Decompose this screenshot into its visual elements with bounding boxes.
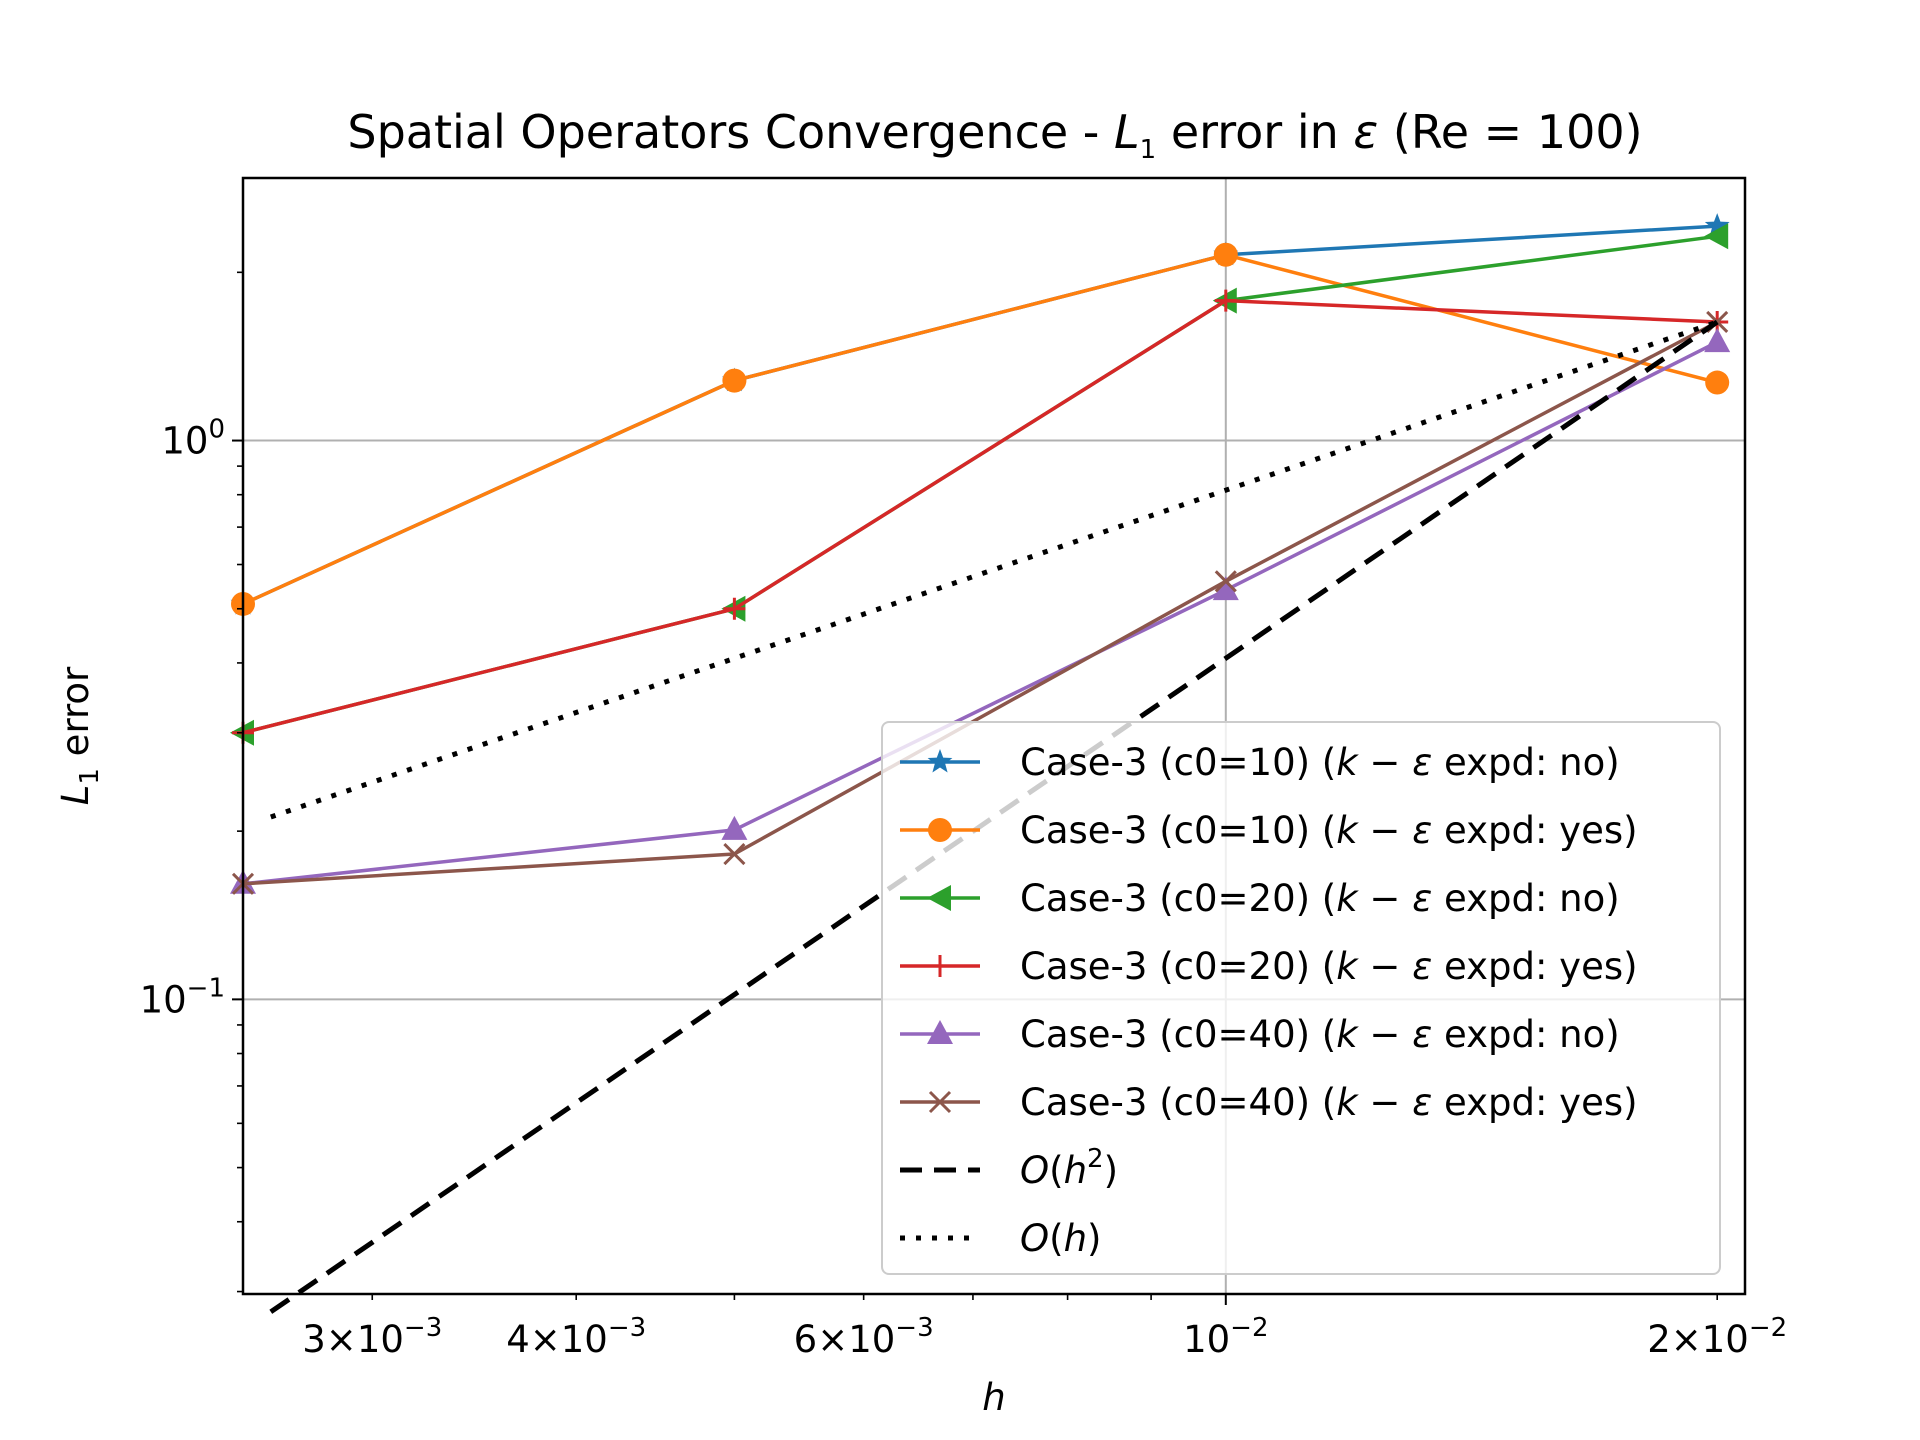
series-line [242, 298, 1718, 735]
legend-label: Case-3 (c0=10) (k − ε expd: yes) [1020, 809, 1638, 852]
legend-label: Case-3 (c0=40) (k − ε expd: yes) [1020, 1081, 1638, 1124]
y-tick-label: 100 [161, 415, 225, 463]
legend-label: Case-3 (c0=40) (k − ε expd: no) [1020, 1013, 1620, 1056]
legend-marker [928, 1090, 952, 1114]
legend-entry: Case-3 (c0=20) (k − ε expd: yes) [900, 945, 1638, 988]
data-point [723, 842, 746, 866]
legend-entry: Case-3 (c0=10) (k − ε expd: no) [900, 741, 1620, 784]
legend-marker [928, 818, 952, 842]
legend-marker [927, 885, 951, 911]
data-point [1214, 570, 1237, 593]
data-point [1704, 213, 1730, 237]
series-line [242, 253, 1718, 606]
legend-marker [927, 749, 953, 773]
legend-entry: Case-3 (c0=40) (k − ε expd: yes) [900, 1081, 1638, 1124]
x-axis-label: h [982, 1376, 1005, 1419]
legend-label: O(h2) [1020, 1144, 1118, 1192]
axis-ticks: 3×10−3 4×10−3 6×10−3 10−2 2×10−2 100 10−1 [140, 271, 1787, 1361]
x-tick-label: 2×10−2 [1647, 1313, 1787, 1361]
x-tick-label: 4×10−3 [506, 1313, 646, 1361]
legend-entry: Case-3 (c0=20) (k − ε expd: no) [900, 877, 1620, 920]
data-point [1213, 242, 1238, 267]
data-point [1704, 223, 1729, 250]
series-layer [230, 213, 1731, 1314]
chart-title: Spatial Operators Convergence - L1 error… [347, 105, 1642, 165]
y-axis-label: L1 error [54, 666, 105, 805]
plot-frame [241, 176, 1747, 1296]
legend-entry: O(h) [900, 1217, 1101, 1260]
legend-marker [929, 955, 951, 977]
data-point [721, 815, 748, 840]
series-line [242, 320, 1719, 886]
legend: Case-3 (c0=10) (k − ε expd: no) Case-3 (c… [881, 721, 1721, 1275]
legend-entry: O(h2) [900, 1144, 1118, 1192]
data-point [1704, 328, 1731, 353]
series-line [269, 319, 1719, 1314]
data-point [723, 597, 746, 620]
legend-entry: Case-3 (c0=10) (k − ε expd: yes) [900, 809, 1638, 852]
legend-label: Case-3 (c0=20) (k − ε expd: no) [1020, 877, 1620, 920]
series-1 [231, 242, 1730, 616]
x-tick-label: 10−2 [1183, 1313, 1268, 1361]
x-tick-label: 6×10−3 [794, 1313, 934, 1361]
y-tick-label: 10−1 [140, 973, 225, 1021]
legend-label: Case-3 (c0=20) (k − ε expd: yes) [1020, 945, 1638, 988]
data-point [1214, 289, 1237, 312]
data-point [1705, 370, 1730, 395]
legend-box [881, 721, 1721, 1275]
legend-label: O(h) [1020, 1217, 1101, 1260]
series-6 [269, 319, 1719, 1314]
series-4 [230, 328, 1731, 894]
series-line [242, 340, 1718, 886]
data-point [722, 368, 747, 393]
data-point [1212, 576, 1239, 601]
x-tick-label: 3×10−3 [302, 1313, 442, 1361]
legend-marker [927, 1020, 953, 1044]
legend-label: Case-3 (c0=10) (k − ε expd: no) [1020, 741, 1620, 784]
legend-entry: Case-3 (c0=40) (k − ε expd: no) [900, 1013, 1620, 1056]
